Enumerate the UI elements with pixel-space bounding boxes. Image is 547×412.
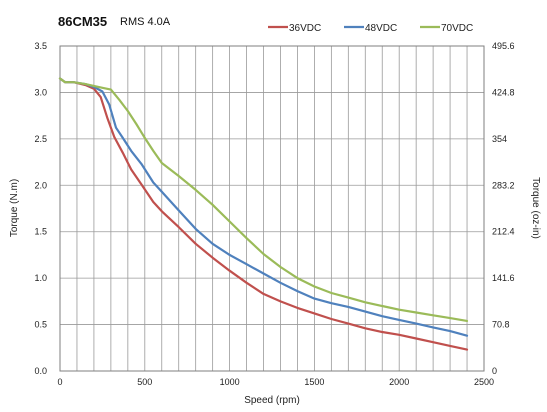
x-axis-label: Speed (rpm) (244, 395, 300, 406)
x-tick-label: 1000 (220, 377, 240, 387)
y2-tick-label: 424.8 (492, 87, 515, 97)
grid (60, 46, 484, 371)
plot-area-border (59, 45, 485, 372)
legend-label: 70VDC (441, 23, 473, 34)
y-axis-label: Torque (N.m) (9, 179, 20, 237)
x-tick-label: 1500 (304, 377, 324, 387)
y-tick-label: 1.0 (34, 273, 47, 283)
y-tick-label: 3.5 (34, 41, 47, 51)
y-tick-label: 0.0 (34, 366, 47, 376)
y-tick-label: 0.5 (34, 320, 47, 330)
y2-tick-label: 0 (492, 366, 497, 376)
y2-tick-label: 495.6 (492, 41, 515, 51)
y2-tick-label: 283.2 (492, 180, 515, 190)
chart-subtitle: RMS 4.0A (120, 16, 171, 28)
x-tick-label: 500 (137, 377, 152, 387)
legend-label: 36VDC (289, 23, 321, 34)
y2-axis-label: Torque (oz-in) (530, 177, 541, 239)
y2-tick-label: 141.6 (492, 273, 515, 283)
y-tick-label: 2.0 (34, 180, 47, 190)
x-tick-label: 0 (57, 377, 62, 387)
series-lines (58, 77, 469, 351)
series-line-70vdc (58, 77, 469, 322)
series-line-36vdc (58, 77, 469, 351)
chart-title: 86CM35 (58, 14, 107, 29)
series-line-48vdc (58, 77, 469, 337)
y2-tick-label: 212.4 (492, 227, 515, 237)
legend-label: 48VDC (365, 23, 397, 34)
y-tick-label: 1.5 (34, 227, 47, 237)
tick-labels: 0 500 1000 1500 2000 2500 0.0 0.5 1.0 1.5 2.0 2.5 3.… (34, 41, 514, 387)
x-tick-label: 2500 (474, 377, 494, 387)
legend: 36VDC 48VDC 70VDC (268, 23, 473, 34)
y2-tick-label: 70.8 (492, 320, 510, 330)
x-tick-label: 2000 (389, 377, 409, 387)
y2-tick-label: 354 (492, 134, 507, 144)
y-tick-label: 3.0 (34, 87, 47, 97)
y-tick-label: 2.5 (34, 134, 47, 144)
